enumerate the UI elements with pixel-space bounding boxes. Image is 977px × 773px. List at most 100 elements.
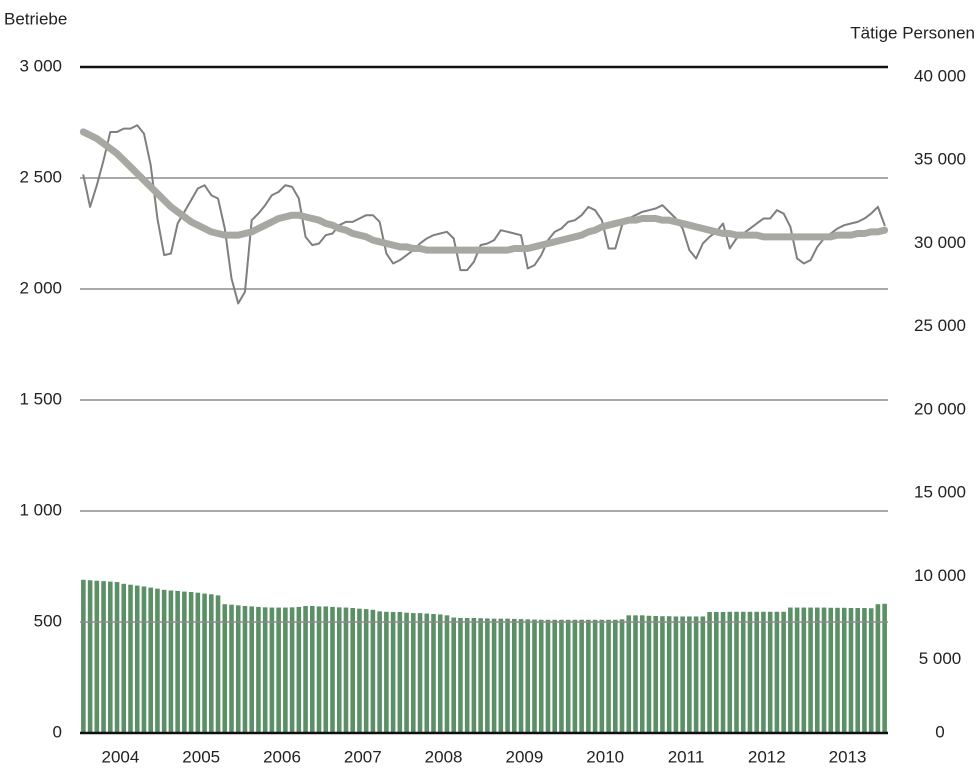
- bar: [161, 589, 167, 733]
- bar: [606, 619, 611, 733]
- bar: [727, 611, 733, 733]
- bar: [882, 603, 887, 733]
- bar: [532, 619, 537, 733]
- bar: [660, 616, 665, 733]
- bar: [485, 618, 490, 733]
- y-axis-title: Betriebe: [4, 9, 67, 28]
- bar: [740, 611, 746, 733]
- bar: [437, 614, 443, 733]
- bar: [276, 607, 281, 733]
- bar: [363, 609, 369, 733]
- bar: [653, 616, 658, 733]
- bar: [370, 609, 376, 733]
- bar: [720, 612, 726, 733]
- bar: [411, 613, 416, 733]
- bar: [310, 606, 315, 733]
- bar: [599, 619, 605, 733]
- bar: [451, 617, 456, 733]
- bar: [188, 592, 194, 733]
- x-tick-label: 2013: [829, 747, 867, 766]
- bar: [377, 611, 382, 733]
- bar: [700, 616, 706, 733]
- bar: [626, 615, 632, 733]
- bar: [767, 611, 773, 733]
- bar: [114, 582, 120, 733]
- bar: [182, 591, 187, 733]
- bar: [734, 611, 739, 733]
- bar: [155, 588, 160, 733]
- bar: [283, 607, 288, 733]
- y-tick-label: 0: [53, 722, 62, 741]
- y-tick-label: 3 000: [19, 56, 62, 75]
- bar: [565, 619, 571, 733]
- bar: [666, 616, 672, 733]
- y-tick-label: 500: [34, 611, 62, 630]
- bar: [552, 619, 557, 733]
- bar: [81, 579, 86, 733]
- bar: [256, 606, 261, 733]
- bar: [303, 606, 308, 733]
- bar: [330, 606, 335, 733]
- bar: [559, 619, 564, 733]
- y2-axis-title: Tätige Personen: [850, 23, 975, 42]
- bar: [357, 608, 362, 733]
- bar: [498, 618, 504, 733]
- bar: [821, 607, 827, 733]
- bar: [491, 618, 497, 733]
- bar: [579, 619, 584, 733]
- y2-tick-label: 40 000: [914, 66, 966, 85]
- bar: [828, 607, 834, 733]
- bar: [815, 607, 820, 733]
- bar: [458, 618, 463, 733]
- y2-tick-label: 0: [935, 722, 944, 741]
- x-tick-label: 2009: [505, 747, 543, 766]
- monthly-line: [82, 124, 886, 305]
- bar: [788, 607, 793, 733]
- bar: [538, 619, 544, 733]
- bar: [424, 613, 430, 733]
- bar: [545, 619, 551, 733]
- bar: [835, 607, 840, 733]
- bar: [518, 619, 524, 733]
- bar: [404, 612, 409, 733]
- bar: [841, 607, 847, 733]
- x-tick-label: 2007: [344, 747, 382, 766]
- bar: [229, 604, 234, 733]
- bar: [572, 619, 578, 733]
- bar: [464, 618, 470, 733]
- bar: [141, 586, 147, 733]
- bar: [269, 607, 275, 733]
- y2-tick-label: 15 000: [914, 483, 966, 502]
- y2-tick-label: 20 000: [914, 399, 966, 418]
- bar: [101, 581, 106, 733]
- x-tick-label: 2012: [748, 747, 786, 766]
- bar: [761, 611, 766, 733]
- trend-line: [79, 128, 889, 254]
- bar: [397, 612, 403, 733]
- bar: [168, 590, 174, 733]
- bar: [505, 618, 510, 733]
- bar: [121, 583, 127, 733]
- bar: [94, 580, 100, 733]
- bar: [586, 619, 591, 733]
- bar: [639, 615, 645, 733]
- bar: [431, 614, 436, 733]
- bar: [848, 608, 854, 733]
- bar: [289, 607, 295, 733]
- bar: [747, 611, 753, 733]
- bar: [646, 615, 652, 733]
- x-tick-label: 2004: [101, 747, 139, 766]
- y2-tick-label: 30 000: [914, 233, 966, 252]
- bar: [808, 607, 813, 733]
- bar: [444, 615, 450, 733]
- x-tick-label: 2008: [425, 747, 463, 766]
- bar: [754, 611, 759, 733]
- bar: [714, 612, 719, 733]
- bar: [249, 606, 254, 733]
- bar: [195, 592, 201, 733]
- bar: [613, 619, 618, 733]
- y2-tick-label: 5 000: [919, 649, 962, 668]
- bar: [343, 607, 349, 733]
- bar: [336, 607, 342, 733]
- bar: [202, 593, 207, 733]
